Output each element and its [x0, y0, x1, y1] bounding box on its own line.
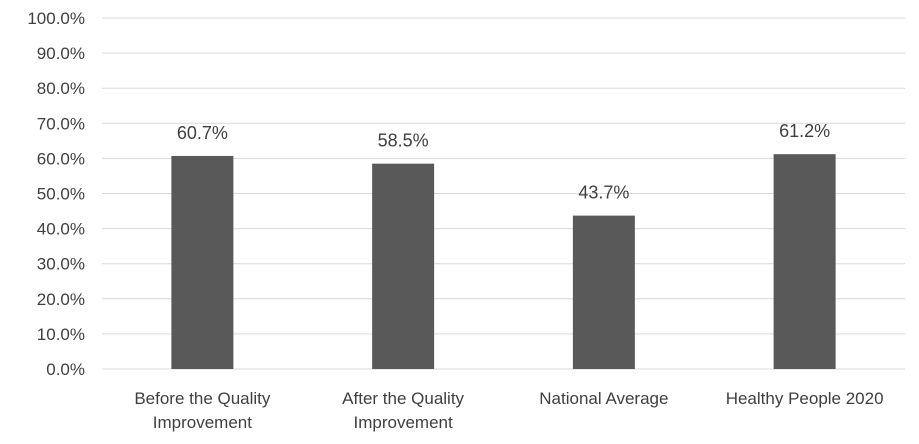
gridlines: [102, 17, 905, 370]
category-label: Healthy People 2020: [726, 389, 884, 408]
y-tick-label: 100.0%: [27, 9, 85, 28]
bar: [372, 163, 435, 369]
y-tick-label: 20.0%: [37, 290, 85, 309]
y-tick-label: 10.0%: [37, 325, 85, 344]
category-label: Improvement: [153, 413, 252, 432]
bar: [773, 154, 836, 369]
bar: [171, 155, 234, 369]
bars: [171, 154, 836, 369]
bar-data-label: 60.7%: [177, 123, 228, 143]
y-tick-label: 0.0%: [46, 360, 85, 379]
category-label: National Average: [539, 389, 668, 408]
y-tick-label: 30.0%: [37, 255, 85, 274]
y-tick-label: 60.0%: [37, 149, 85, 168]
y-axis-tick-labels: 0.0% 10.0% 20.0% 30.0% 40.0% 50.0% 60.0% 70.0% 8…: [27, 9, 85, 379]
category-label: After the Quality: [342, 389, 464, 408]
y-tick-label: 70.0%: [37, 114, 85, 133]
y-tick-label: 90.0%: [37, 44, 85, 63]
y-tick-label: 50.0%: [37, 185, 85, 204]
bar: [572, 215, 635, 369]
category-label: Before the Quality: [134, 389, 271, 408]
category-label: Improvement: [354, 413, 453, 432]
bar-data-label: 61.2%: [779, 121, 830, 141]
y-tick-label: 80.0%: [37, 79, 85, 98]
data-labels: 60.7% 58.5% 43.7% 61.2%: [177, 121, 830, 202]
y-tick-label: 40.0%: [37, 220, 85, 239]
bar-data-label: 58.5%: [378, 131, 429, 151]
bar-data-label: 43.7%: [578, 183, 629, 203]
x-axis-category-labels: Before the Quality Improvement After the Q…: [134, 389, 883, 432]
